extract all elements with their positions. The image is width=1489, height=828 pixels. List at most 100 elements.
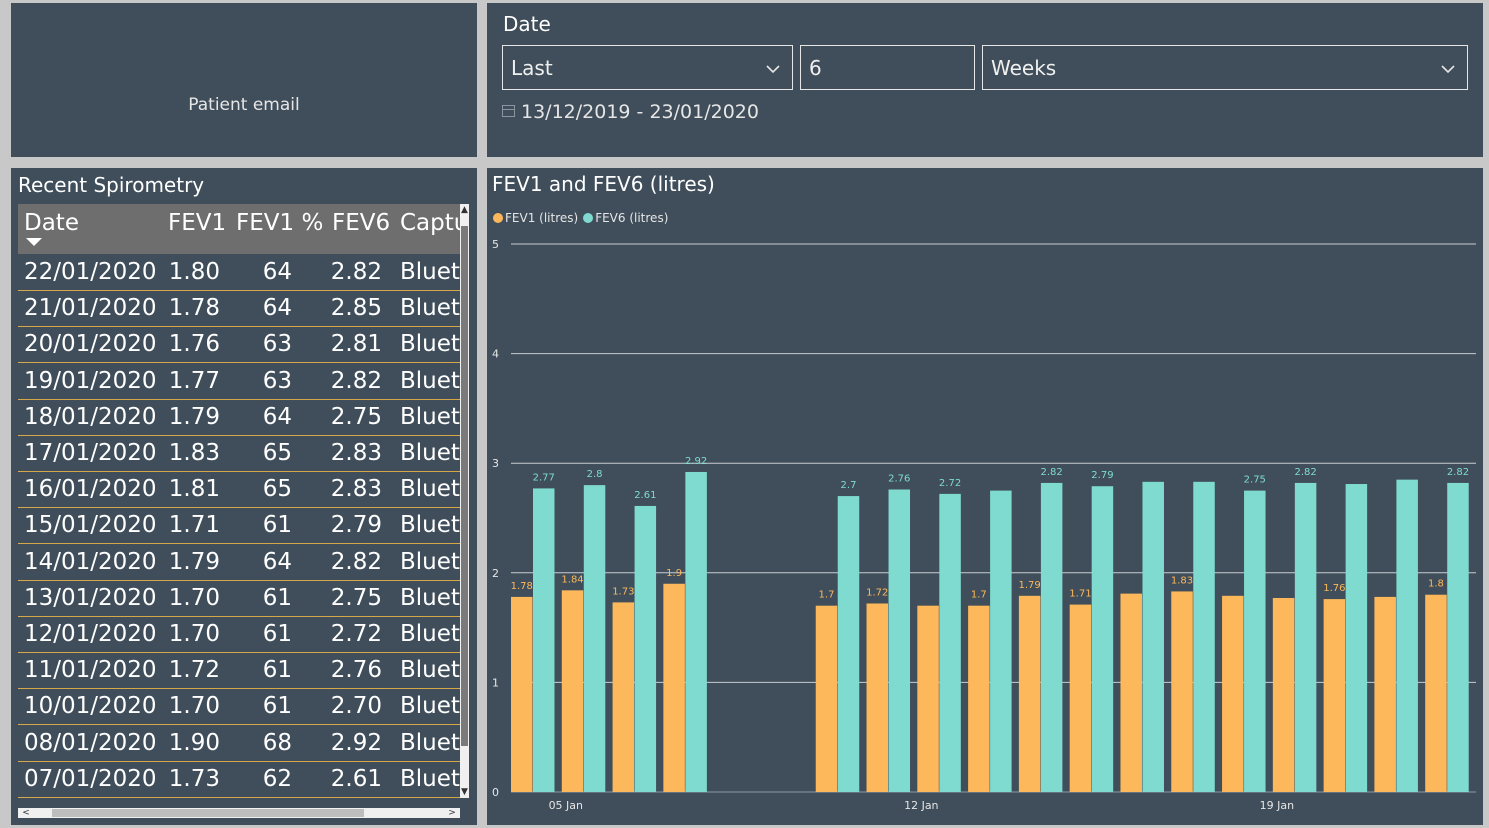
- legend-item-fev1[interactable]: FEV1 (litres): [493, 211, 578, 225]
- table-row[interactable]: 16/01/2020 1.81 65 2.83 Bluet: [18, 472, 460, 509]
- scroll-left-icon[interactable]: <: [22, 808, 30, 818]
- table-row[interactable]: 20/01/2020 1.76 63 2.81 Bluet: [18, 327, 460, 364]
- data-label: 2.7: [841, 480, 857, 491]
- bar-fev6: [939, 493, 961, 792]
- horizontal-scrollbar[interactable]: < >: [18, 808, 460, 818]
- cell-fev1: 1.79: [168, 403, 220, 430]
- relative-mode-value: Last: [511, 56, 553, 80]
- table-row[interactable]: 18/01/2020 1.79 64 2.75 Bluet: [18, 400, 460, 436]
- cell-fev6: 2.79: [330, 512, 382, 539]
- bar-fev1: [866, 603, 889, 792]
- cell-fev6: 2.75: [330, 584, 382, 611]
- cell-fev1-percent: 64: [262, 548, 292, 575]
- bar-fev6: [634, 505, 657, 792]
- chart-title: FEV1 and FEV6 (litres): [492, 172, 715, 196]
- cell-date: 08/01/2020: [24, 729, 157, 756]
- patient-email-card: Patient email: [11, 3, 477, 157]
- chart-legend: FEV1 (litres) FEV6 (litres): [493, 211, 673, 225]
- bar-fev1: [511, 596, 533, 792]
- scroll-right-icon[interactable]: >: [448, 808, 456, 818]
- column-header-fev6[interactable]: FEV6: [332, 210, 391, 236]
- cell-fev1: 1.81: [168, 476, 220, 503]
- bar-fev6: [1345, 484, 1368, 792]
- cell-capture: Bluet: [400, 729, 460, 756]
- bar-fev6: [1193, 481, 1215, 792]
- scroll-up-icon[interactable]: ▲: [461, 205, 468, 215]
- cell-fev1: 1.73: [168, 765, 220, 792]
- relative-count-input[interactable]: 6: [800, 45, 975, 90]
- table-row[interactable]: 13/01/2020 1.70 61 2.75 Bluet: [18, 581, 460, 617]
- bar-fev6: [685, 471, 707, 792]
- table-row[interactable]: 07/01/2020 1.73 62 2.61 Bluet: [18, 762, 460, 798]
- table-row[interactable]: 12/01/2020 1.70 61 2.72 Bluet: [18, 617, 460, 653]
- cell-date: 17/01/2020: [24, 440, 157, 466]
- bar-fev1: [1222, 595, 1244, 792]
- cell-fev1-percent: 63: [262, 367, 292, 394]
- cell-date: 21/01/2020: [24, 295, 157, 322]
- cell-fev6: 2.82: [330, 367, 382, 394]
- data-label: 1.71: [1069, 589, 1091, 600]
- data-label: 1.78: [511, 581, 533, 592]
- data-label: 2.82: [1447, 467, 1469, 478]
- relative-unit-value: Weeks: [991, 56, 1057, 80]
- column-header-capture[interactable]: Captu: [400, 210, 460, 236]
- vertical-scrollbar[interactable]: ▲ ▼: [460, 204, 469, 798]
- data-label: 1.84: [561, 574, 583, 585]
- legend-item-fev6[interactable]: FEV6 (litres): [583, 211, 668, 225]
- date-slicer-title: Date: [503, 12, 551, 36]
- data-label: 1.76: [1323, 583, 1345, 594]
- data-label: 2.82: [1041, 467, 1063, 478]
- bar-fev6: [533, 488, 555, 792]
- table-row[interactable]: 11/01/2020 1.72 61 2.76 Bluet: [18, 653, 460, 690]
- table-row[interactable]: 10/01/2020 1.70 61 2.70 Bluet: [18, 689, 460, 726]
- table-row[interactable]: 22/01/2020 1.80 64 2.82 Bluet: [18, 255, 460, 291]
- column-header-date[interactable]: Date: [24, 210, 79, 236]
- scroll-down-icon[interactable]: ▼: [461, 787, 468, 797]
- bar-fev6: [1040, 482, 1063, 792]
- cell-fev6: 2.61: [330, 765, 382, 792]
- table-row[interactable]: 21/01/2020 1.78 64 2.85 Bluet: [18, 291, 460, 328]
- cell-fev1: 1.70: [168, 621, 220, 647]
- calendar-icon: [502, 105, 515, 117]
- bar-fev6: [583, 485, 606, 792]
- bar-fev1: [561, 590, 584, 792]
- cell-date: 18/01/2020: [24, 403, 157, 430]
- vertical-scroll-thumb[interactable]: [461, 226, 468, 746]
- data-label: 1.73: [612, 586, 634, 597]
- cell-fev1-percent: 65: [262, 476, 292, 503]
- table-row[interactable]: 15/01/2020 1.71 61 2.79 Bluet: [18, 508, 460, 545]
- patient-email-label: Patient email: [188, 95, 300, 115]
- table-row[interactable]: 19/01/2020 1.77 63 2.82 Bluet: [18, 364, 460, 400]
- cell-fev1-percent: 68: [262, 729, 292, 756]
- cell-date: 19/01/2020: [24, 367, 157, 394]
- data-label: 2.61: [634, 490, 656, 501]
- relative-unit-dropdown[interactable]: Weeks: [982, 45, 1468, 90]
- cell-capture: Bluet: [400, 693, 460, 720]
- bar-fev1: [1272, 598, 1295, 792]
- cell-fev1: 1.90: [168, 729, 220, 756]
- relative-count-value: 6: [809, 56, 822, 80]
- data-label: 1.8: [1428, 579, 1444, 590]
- bar-fev6: [837, 496, 860, 792]
- cell-fev1-percent: 63: [262, 331, 292, 358]
- table-row[interactable]: 17/01/2020 1.83 65 2.83 Bluet: [18, 436, 460, 472]
- table-row[interactable]: 08/01/2020 1.90 68 2.92 Bluet: [18, 726, 460, 762]
- relative-mode-dropdown[interactable]: Last: [502, 45, 793, 90]
- data-label: 2.77: [533, 472, 555, 483]
- data-label: 1.7: [971, 590, 987, 601]
- data-label: 2.92: [685, 456, 707, 467]
- horizontal-scroll-thumb[interactable]: [52, 809, 364, 817]
- cell-fev1-percent: 64: [262, 259, 292, 285]
- cell-fev6: 2.76: [330, 657, 382, 684]
- cell-fev6: 2.72: [330, 621, 382, 647]
- bar-fev1: [1120, 593, 1142, 792]
- table-row[interactable]: 14/01/2020 1.79 64 2.82 Bluet: [18, 545, 460, 581]
- column-header-fev1-percent[interactable]: FEV1 %: [236, 210, 324, 236]
- x-tick-label: 12 Jan: [904, 799, 938, 812]
- bar-chart: 0 1 2 3 4 5 1.78 1.84 1.73 1.9 1.7 1.72 1.7 1.79 1.71 1…: [492, 238, 1476, 812]
- chevron-down-icon: [766, 65, 780, 74]
- column-header-fev1[interactable]: FEV1: [168, 210, 227, 236]
- cell-capture: Bluet: [400, 259, 460, 285]
- recent-spirometry-table-card: Recent Spirometry Date FEV1 FEV1 % FEV6 …: [11, 168, 477, 825]
- legend-label-fev6: FEV6 (litres): [595, 211, 669, 225]
